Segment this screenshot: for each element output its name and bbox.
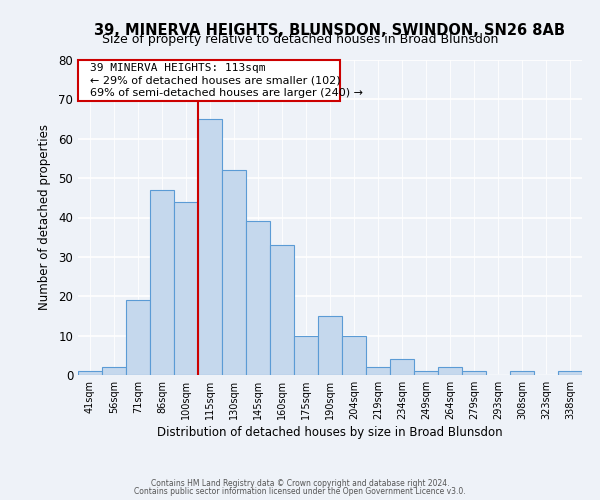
Title: 39, MINERVA HEIGHTS, BLUNSDON, SWINDON, SN26 8AB: 39, MINERVA HEIGHTS, BLUNSDON, SWINDON, …: [95, 23, 566, 38]
FancyBboxPatch shape: [78, 60, 340, 102]
Bar: [510, 371, 534, 375]
Bar: [438, 367, 462, 375]
Bar: [414, 371, 438, 375]
Text: 69% of semi-detached houses are larger (240) →: 69% of semi-detached houses are larger (…: [90, 88, 363, 98]
Bar: [462, 371, 486, 375]
Bar: [222, 170, 246, 375]
Bar: [342, 336, 366, 375]
Bar: [246, 222, 270, 375]
Bar: [150, 190, 174, 375]
Bar: [126, 300, 150, 375]
Bar: [558, 371, 582, 375]
Text: Contains HM Land Registry data © Crown copyright and database right 2024.: Contains HM Land Registry data © Crown c…: [151, 478, 449, 488]
Bar: [294, 336, 318, 375]
Text: Contains public sector information licensed under the Open Government Licence v3: Contains public sector information licen…: [134, 487, 466, 496]
Bar: [318, 316, 342, 375]
Y-axis label: Number of detached properties: Number of detached properties: [38, 124, 52, 310]
Bar: [78, 371, 102, 375]
Bar: [102, 367, 126, 375]
X-axis label: Distribution of detached houses by size in Broad Blunsdon: Distribution of detached houses by size …: [157, 426, 503, 439]
Bar: [174, 202, 198, 375]
Text: Size of property relative to detached houses in Broad Blunsdon: Size of property relative to detached ho…: [102, 32, 498, 46]
Bar: [390, 359, 414, 375]
Bar: [366, 367, 390, 375]
Bar: [270, 245, 294, 375]
Text: ← 29% of detached houses are smaller (102): ← 29% of detached houses are smaller (10…: [90, 76, 341, 86]
Text: 39 MINERVA HEIGHTS: 113sqm: 39 MINERVA HEIGHTS: 113sqm: [90, 63, 265, 73]
Bar: [198, 119, 222, 375]
